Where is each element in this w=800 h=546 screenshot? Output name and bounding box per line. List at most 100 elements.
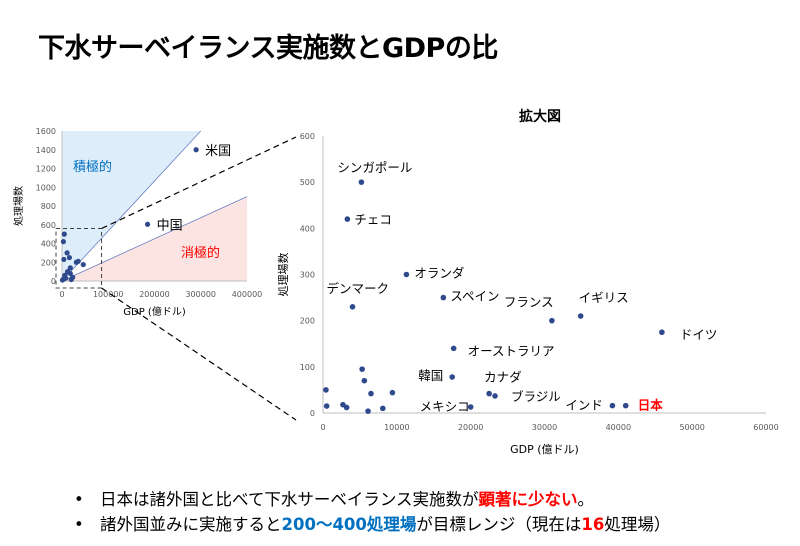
main-y-tick-label: 600 (41, 221, 56, 230)
zoom-data-point (365, 408, 371, 414)
country-point-label: イギリス (579, 290, 629, 305)
main-data-point (75, 258, 81, 264)
main-y-tick-label: 1200 (36, 165, 56, 174)
main-data-point (61, 256, 67, 263)
reactive-region-label: 消極的 (181, 245, 220, 261)
zoom-x-tick-label: 10000 (384, 423, 409, 432)
zoom-x-tick-label: 50000 (679, 423, 704, 432)
main-point-label: 米国 (205, 144, 231, 159)
zoom-y-tick-label: 500 (300, 178, 315, 187)
main-data-point (59, 277, 66, 283)
country-point-label: オーストラリア (468, 343, 555, 358)
country-point-label: ドイツ (680, 327, 718, 342)
zoom-data-point (486, 390, 492, 397)
zoom-data-point (440, 294, 447, 301)
bullet-1-end: 。 (577, 490, 595, 509)
zoom-data-point (343, 404, 350, 411)
country-point-label: カナダ (484, 370, 522, 385)
bullet-2-current-count: 16 (581, 515, 605, 534)
summary-bullets: 日本は諸外国と比べて下水サーベイランス実施数が顕著に少ない。 諸外国並みに実施す… (70, 487, 670, 537)
zoom-data-point (467, 404, 474, 410)
bullet-1-emphasis: 顕著に少ない (478, 490, 578, 509)
zoom-chart-title: 拡大図 (519, 108, 561, 125)
zoom-data-point (361, 377, 368, 384)
main-data-point (67, 265, 73, 271)
zoom-data-point (323, 403, 330, 409)
zoom-data-point (577, 313, 584, 319)
main-data-point (68, 276, 74, 283)
zoom-data-point (389, 389, 396, 396)
zoom-x-tick-label: 20000 (458, 423, 483, 432)
main-x-tick-label: 400000 (232, 290, 263, 299)
main-x-tick-label: 0 (59, 290, 64, 299)
japan-point-label: 日本 (638, 398, 664, 413)
main-y-tick-label: 1400 (36, 146, 56, 155)
main-data-point (66, 254, 72, 261)
zoom-y-tick-label: 200 (300, 317, 315, 326)
main-x-tick-label: 200000 (139, 290, 170, 299)
zoom-data-point (403, 271, 410, 278)
main-x-tick-label: 300000 (185, 290, 216, 299)
country-point-label: インド (565, 398, 603, 413)
main-y-tick-label: 1000 (36, 183, 56, 192)
zoom-data-point (358, 179, 365, 185)
main-y-tick-label: 200 (41, 258, 56, 267)
zoom-data-point (622, 402, 629, 409)
country-point-label: デンマーク (327, 281, 390, 296)
bullet-2-text: 諸外国並みに実施すると (100, 515, 282, 534)
country-point-label: スペイン (450, 289, 499, 304)
main-y-axis-title: 処理場数 (12, 186, 25, 226)
slide-title: 下水サーベイランス実施数とGDPの比 (38, 33, 498, 64)
zoom-data-point (349, 304, 356, 310)
country-point-label: 韓国 (418, 368, 443, 383)
zoom-x-tick-label: 30000 (532, 423, 557, 432)
country-point-label: シンガポール (337, 160, 412, 175)
main-point-label: 中国 (157, 218, 183, 233)
bullet-2-end: 処理場） (604, 515, 671, 534)
main-y-tick-label: 400 (41, 240, 56, 249)
bullet-2-target-range: 200～400処理場 (281, 515, 417, 534)
zoom-x-tick-label: 60000 (753, 423, 778, 432)
main-data-point (64, 250, 70, 256)
zoom-y-tick-label: 100 (300, 363, 315, 372)
main-data-point (193, 147, 199, 153)
zoom-y-tick-label: 300 (300, 271, 315, 280)
bullet-2: 諸外国並みに実施すると200～400処理場が目標レンジ（現在は16処理場） (70, 512, 670, 537)
main-x-axis-title: GDP (億ドル) (123, 305, 186, 318)
main-y-tick-label: 0 (51, 277, 56, 286)
bullet-1-text: 日本は諸外国と比べて下水サーベイランス実施数が (100, 490, 479, 509)
zoom-window (55, 228, 103, 289)
zoom-data-point (368, 390, 374, 397)
country-point-label: チェコ (354, 212, 392, 227)
main-y-tick-label: 800 (41, 202, 56, 211)
zoom-connector-top (101, 136, 297, 230)
zoom-data-point (549, 317, 555, 324)
main-x-tick-label: 100000 (93, 290, 124, 299)
zoom-data-point (449, 374, 456, 380)
zoom-data-point (450, 345, 457, 352)
country-point-label: オランダ (414, 266, 464, 281)
country-point-label: メキシコ (420, 399, 470, 414)
lower-boundary-line (61, 196, 248, 282)
zoom-x-axis-title: GDP (億ドル) (510, 443, 579, 456)
main-data-point (61, 231, 67, 237)
main-data-point (64, 269, 71, 275)
zoom-y-tick-label: 400 (300, 224, 315, 233)
country-point-label: フランス (504, 295, 554, 310)
zoom-data-point (344, 216, 351, 222)
zoom-connector-bottom (101, 287, 297, 421)
zoom-x-tick-label: 0 (320, 423, 325, 432)
zoom-y-axis-title: 処理場数 (277, 253, 290, 297)
zoom-data-point (323, 387, 329, 393)
main-data-point (144, 221, 151, 227)
proactive-region-label: 積極的 (73, 159, 112, 175)
main-data-point (60, 239, 66, 245)
upper-boundary-line (61, 130, 202, 282)
country-point-label: ブラジル (511, 389, 561, 404)
zoom-y-tick-label: 600 (300, 132, 315, 141)
zoom-data-point (659, 329, 665, 336)
bullet-1: 日本は諸外国と比べて下水サーベイランス実施数が顕著に少ない。 (70, 487, 670, 512)
bullet-2-middle: が目標レンジ（現在は (416, 515, 582, 534)
zoom-x-tick-label: 40000 (606, 423, 631, 432)
